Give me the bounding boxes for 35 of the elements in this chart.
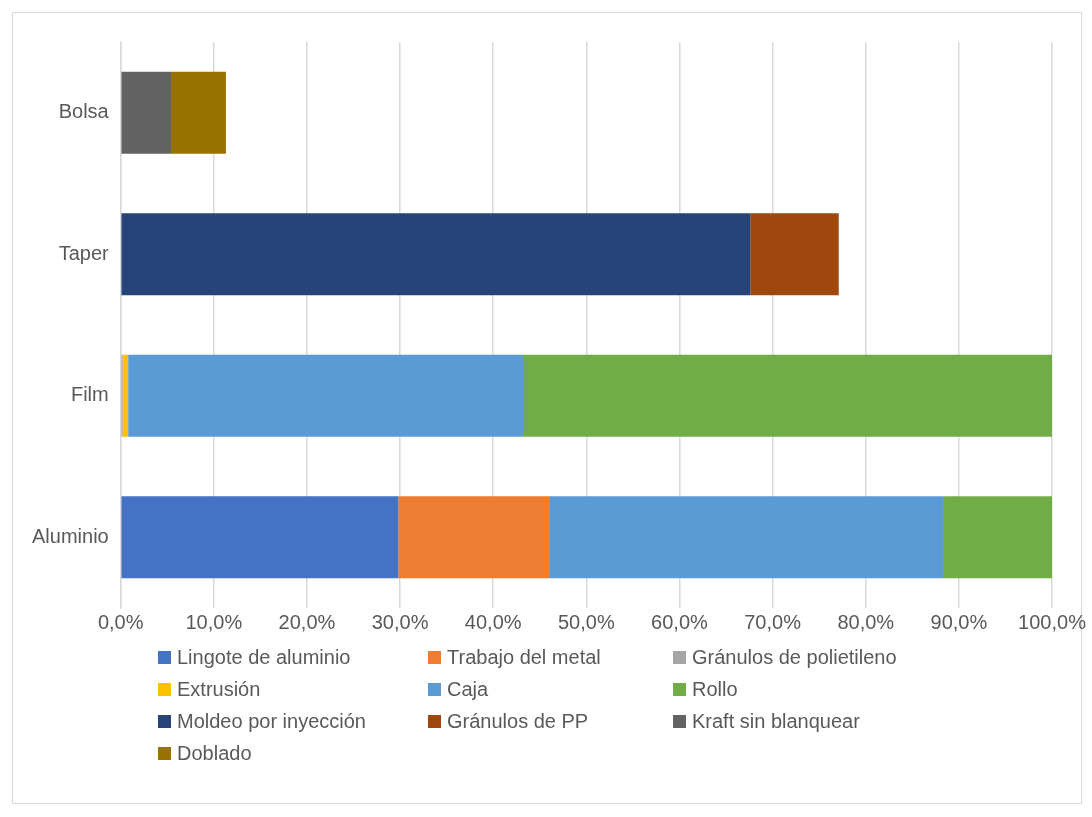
x-tick-label: 80,0% [837,610,895,633]
x-tick-label: 100,0% [1018,610,1087,633]
x-tick-label: 10,0% [185,610,243,633]
bar [523,354,1052,437]
bar [121,496,399,579]
legend-label: Kraft sin blanquear [692,709,860,733]
legend-label: Moldeo por inyección [177,709,366,733]
legend-label: Doblado [177,741,252,765]
x-tick-label: 20,0% [278,610,336,633]
bar [943,496,1052,579]
bar [121,71,171,154]
legend-label: Caja [447,677,489,701]
x-tick-label: 0,0% [97,610,144,633]
legend-label: Rollo [692,677,738,701]
legend-label: Lingote de aluminio [177,645,351,669]
bar [170,71,226,154]
legend-label: Gránulos de PP [447,709,589,733]
bar [398,496,550,579]
legend-label: Extrusión [177,677,261,701]
legend-label: Gránulos de polietileno [692,645,897,669]
x-tick-label: 90,0% [930,610,988,633]
y-tick-label: Taper [58,241,110,264]
y-tick-label: Aluminio [32,524,109,547]
bar [750,213,839,296]
legend-label: Trabajo del metal [447,645,601,669]
x-tick-label: 40,0% [464,610,522,633]
bar [549,496,944,579]
x-tick-label: 50,0% [557,610,615,633]
y-tick-label: Film [70,383,109,406]
x-tick-label: 70,0% [744,610,802,633]
bar [121,213,751,296]
x-tick-label: 30,0% [371,610,429,633]
bar [128,354,524,437]
y-tick-label: Bolsa [58,100,110,123]
x-tick-label: 60,0% [651,610,709,633]
